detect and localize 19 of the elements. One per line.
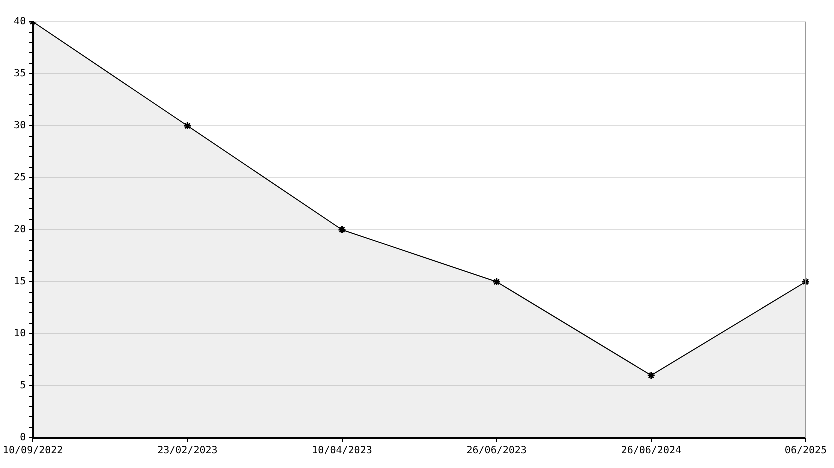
x-tick-label: 10/09/2022	[2, 446, 64, 457]
point	[183, 122, 192, 130]
y-tick-label: 15	[14, 276, 26, 288]
point	[647, 371, 656, 380]
point	[492, 278, 502, 286]
point	[338, 226, 347, 234]
y-tick-label: 20	[14, 224, 26, 236]
y-tick-label: 5	[20, 380, 26, 392]
y-tick-label: 40	[14, 16, 26, 28]
x-tick-label: 26/06/2024	[621, 446, 682, 457]
x-tick-label: 06/2025	[784, 446, 828, 457]
y-tick-label: 25	[14, 172, 26, 184]
y-tick-label: 0	[20, 432, 26, 444]
y-tick-label: 35	[14, 68, 26, 80]
x-tick-label: 23/02/2023	[158, 446, 218, 457]
y-tick-label: 30	[14, 120, 26, 132]
x-tick-label: 10/04/2023	[312, 446, 372, 457]
x-tick-label: 26/06/2023	[466, 446, 527, 457]
y-tick-label: 10	[14, 328, 26, 340]
